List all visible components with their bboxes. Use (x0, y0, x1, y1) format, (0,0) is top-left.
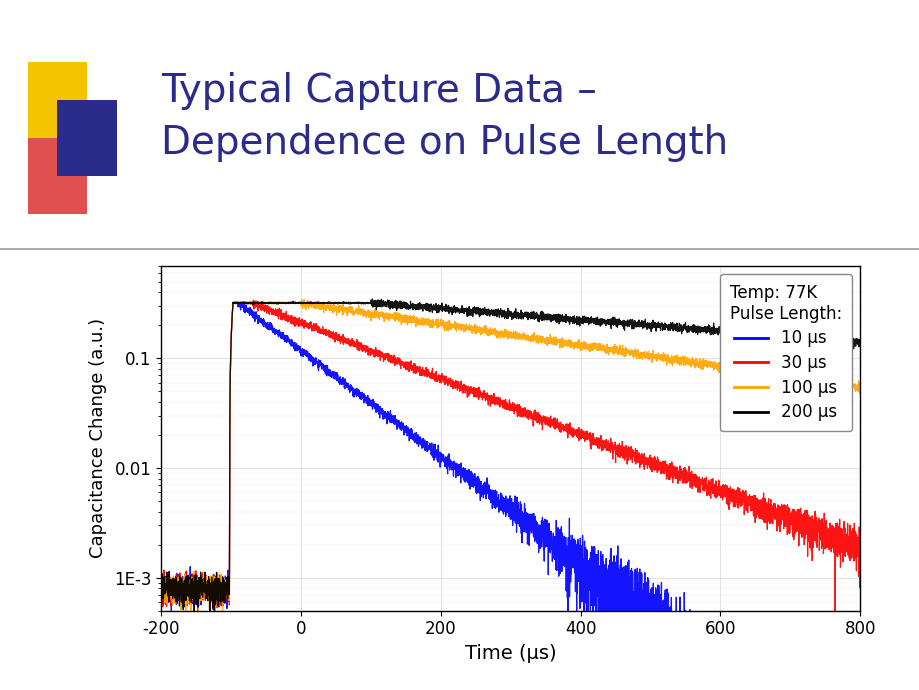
Y-axis label: Capacitance Change (a.u.): Capacitance Change (a.u.) (89, 318, 107, 558)
Text: Dependence on Pulse Length: Dependence on Pulse Length (161, 124, 727, 162)
X-axis label: Time (μs): Time (μs) (464, 644, 556, 663)
Text: Typical Capture Data –: Typical Capture Data – (161, 72, 596, 110)
Legend: 10 μs, 30 μs, 100 μs, 200 μs: 10 μs, 30 μs, 100 μs, 200 μs (719, 274, 851, 431)
